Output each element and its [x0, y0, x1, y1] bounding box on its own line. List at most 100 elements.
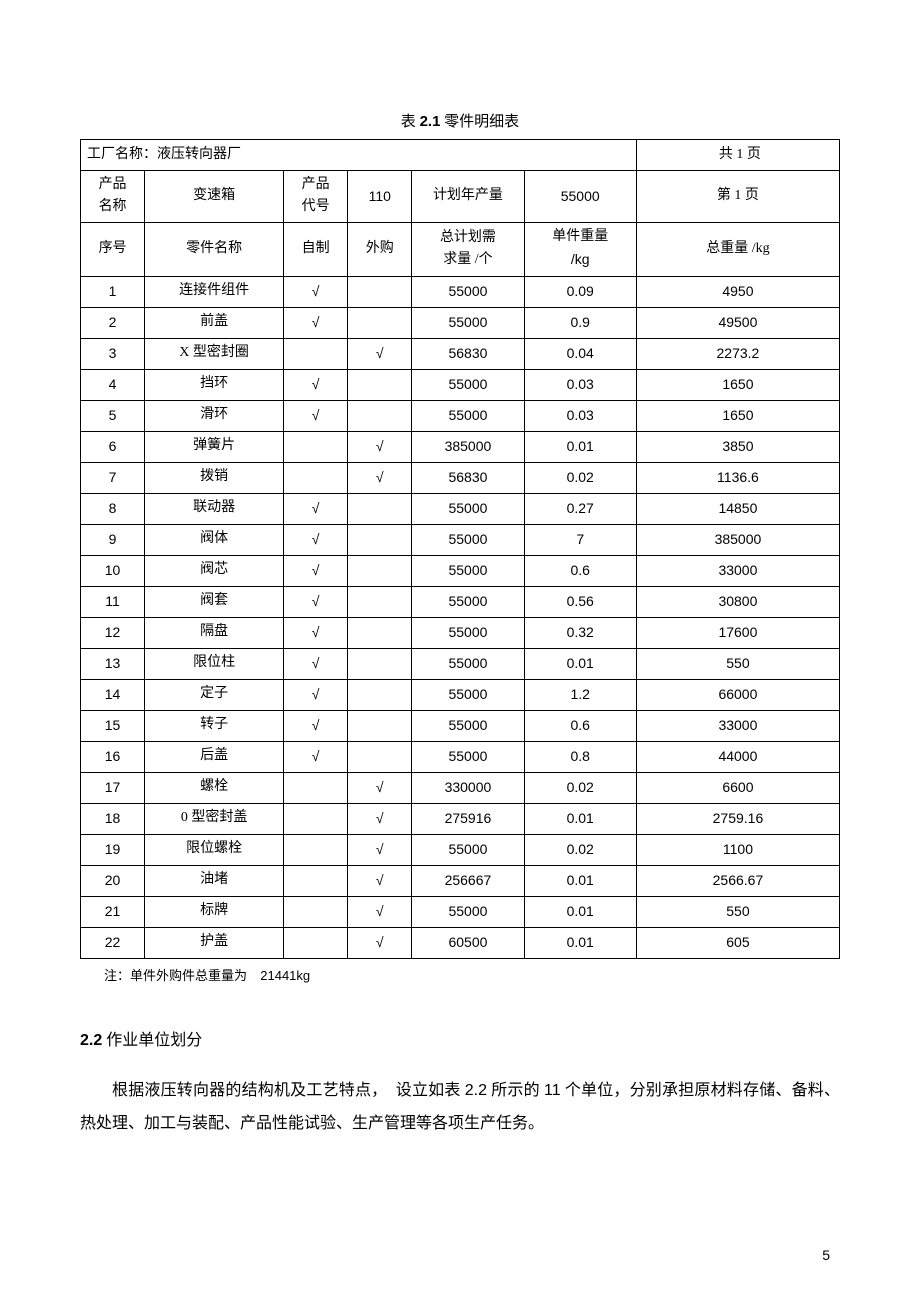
cell-self: √	[284, 524, 348, 555]
cell-demand: 55000	[412, 679, 524, 710]
cell-seq: 17	[81, 772, 145, 803]
cell-seq: 7	[81, 462, 145, 493]
cell-buy	[348, 617, 412, 648]
cell-buy	[348, 524, 412, 555]
cell-uw: 1.2	[524, 679, 636, 710]
cell-self: √	[284, 617, 348, 648]
table-row: 1连接件组件√550000.094950	[81, 276, 840, 307]
cell-self: √	[284, 400, 348, 431]
cell-seq: 2	[81, 307, 145, 338]
cell-demand: 55000	[412, 896, 524, 927]
cell-name: 限位柱	[145, 648, 284, 679]
table-row: 9阀体√550007385000	[81, 524, 840, 555]
cell-buy	[348, 276, 412, 307]
product-name-value: 变速箱	[145, 171, 284, 223]
cell-demand: 330000	[412, 772, 524, 803]
cell-tw: 49500	[636, 307, 839, 338]
cell-demand: 55000	[412, 555, 524, 586]
cell-uw: 0.01	[524, 803, 636, 834]
cell-name: 后盖	[145, 741, 284, 772]
cell-name: 0 型密封盖	[145, 803, 284, 834]
cell-seq: 8	[81, 493, 145, 524]
cell-name: 滑环	[145, 400, 284, 431]
table-row: 3X 型密封圈√568300.042273.2	[81, 338, 840, 369]
col-header-uw: 单件重量 /kg	[524, 222, 636, 276]
cell-seq: 22	[81, 927, 145, 958]
cell-buy	[348, 710, 412, 741]
table-row: 10阀芯√550000.633000	[81, 555, 840, 586]
cell-uw: 0.6	[524, 710, 636, 741]
cell-tw: 385000	[636, 524, 839, 555]
cell-demand: 55000	[412, 617, 524, 648]
cell-demand: 55000	[412, 648, 524, 679]
cell-tw: 2759.16	[636, 803, 839, 834]
cell-self	[284, 927, 348, 958]
cell-name: 拨销	[145, 462, 284, 493]
cell-buy: √	[348, 431, 412, 462]
cell-tw: 66000	[636, 679, 839, 710]
cell-seq: 3	[81, 338, 145, 369]
cell-demand: 256667	[412, 865, 524, 896]
cell-uw: 0.01	[524, 431, 636, 462]
cell-buy	[348, 648, 412, 679]
table-row: 14定子√550001.266000	[81, 679, 840, 710]
cell-self	[284, 338, 348, 369]
product-name-label: 产品 名称	[81, 171, 145, 223]
cell-self: √	[284, 307, 348, 338]
cell-self	[284, 772, 348, 803]
table-row: 4挡环√550000.031650	[81, 369, 840, 400]
cell-buy: √	[348, 772, 412, 803]
cell-name: 阀芯	[145, 555, 284, 586]
cell-demand: 55000	[412, 710, 524, 741]
cell-name: 前盖	[145, 307, 284, 338]
cell-self: √	[284, 493, 348, 524]
column-header-row: 序号 零件名称 自制 外购 总计划需 求量 /个 单件重量 /kg 总重量 /k…	[81, 222, 840, 276]
cell-name: 定子	[145, 679, 284, 710]
cell-demand: 55000	[412, 834, 524, 865]
parts-table: 工厂名称：液压转向器厂 共 1 页 产品 名称 变速箱 产品 代号 110 计划…	[80, 139, 840, 959]
cell-seq: 16	[81, 741, 145, 772]
cell-self	[284, 803, 348, 834]
cell-name: 挡环	[145, 369, 284, 400]
cell-demand: 55000	[412, 307, 524, 338]
cell-name: 标牌	[145, 896, 284, 927]
cell-tw: 605	[636, 927, 839, 958]
product-code-value: 110	[348, 171, 412, 223]
cell-demand: 55000	[412, 586, 524, 617]
cell-tw: 3850	[636, 431, 839, 462]
page-label: 第 1 页	[636, 171, 839, 223]
cell-self	[284, 462, 348, 493]
cell-buy: √	[348, 834, 412, 865]
cell-seq: 18	[81, 803, 145, 834]
cell-buy: √	[348, 865, 412, 896]
cell-name: 护盖	[145, 927, 284, 958]
cell-name: 螺栓	[145, 772, 284, 803]
cell-tw: 550	[636, 648, 839, 679]
cell-name: 阀套	[145, 586, 284, 617]
cell-tw: 2273.2	[636, 338, 839, 369]
page-number: 5	[822, 1247, 830, 1263]
cell-uw: 0.01	[524, 865, 636, 896]
table-row: 11阀套√550000.5630800	[81, 586, 840, 617]
factory-label: 工厂名称：液压转向器厂	[81, 140, 637, 171]
cell-seq: 14	[81, 679, 145, 710]
cell-self: √	[284, 369, 348, 400]
cell-seq: 12	[81, 617, 145, 648]
cell-tw: 33000	[636, 555, 839, 586]
cell-self	[284, 834, 348, 865]
cell-uw: 0.03	[524, 400, 636, 431]
cell-name: 阀体	[145, 524, 284, 555]
table-body: 1连接件组件√550000.0949502前盖√550000.9495003X …	[81, 276, 840, 958]
cell-self	[284, 865, 348, 896]
cell-tw: 30800	[636, 586, 839, 617]
cell-uw: 0.09	[524, 276, 636, 307]
table-row: 12隔盘√550000.3217600	[81, 617, 840, 648]
cell-self	[284, 896, 348, 927]
col-header-self: 自制	[284, 222, 348, 276]
body-paragraph: 根据液压转向器的结构机及工艺特点， 设立如表 2.2 所示的 11 个单位，分别…	[80, 1074, 840, 1141]
cell-seq: 15	[81, 710, 145, 741]
cell-tw: 17600	[636, 617, 839, 648]
cell-self: √	[284, 710, 348, 741]
table-row: 7拨销√568300.021136.6	[81, 462, 840, 493]
section-number: 2.2	[80, 1032, 102, 1049]
